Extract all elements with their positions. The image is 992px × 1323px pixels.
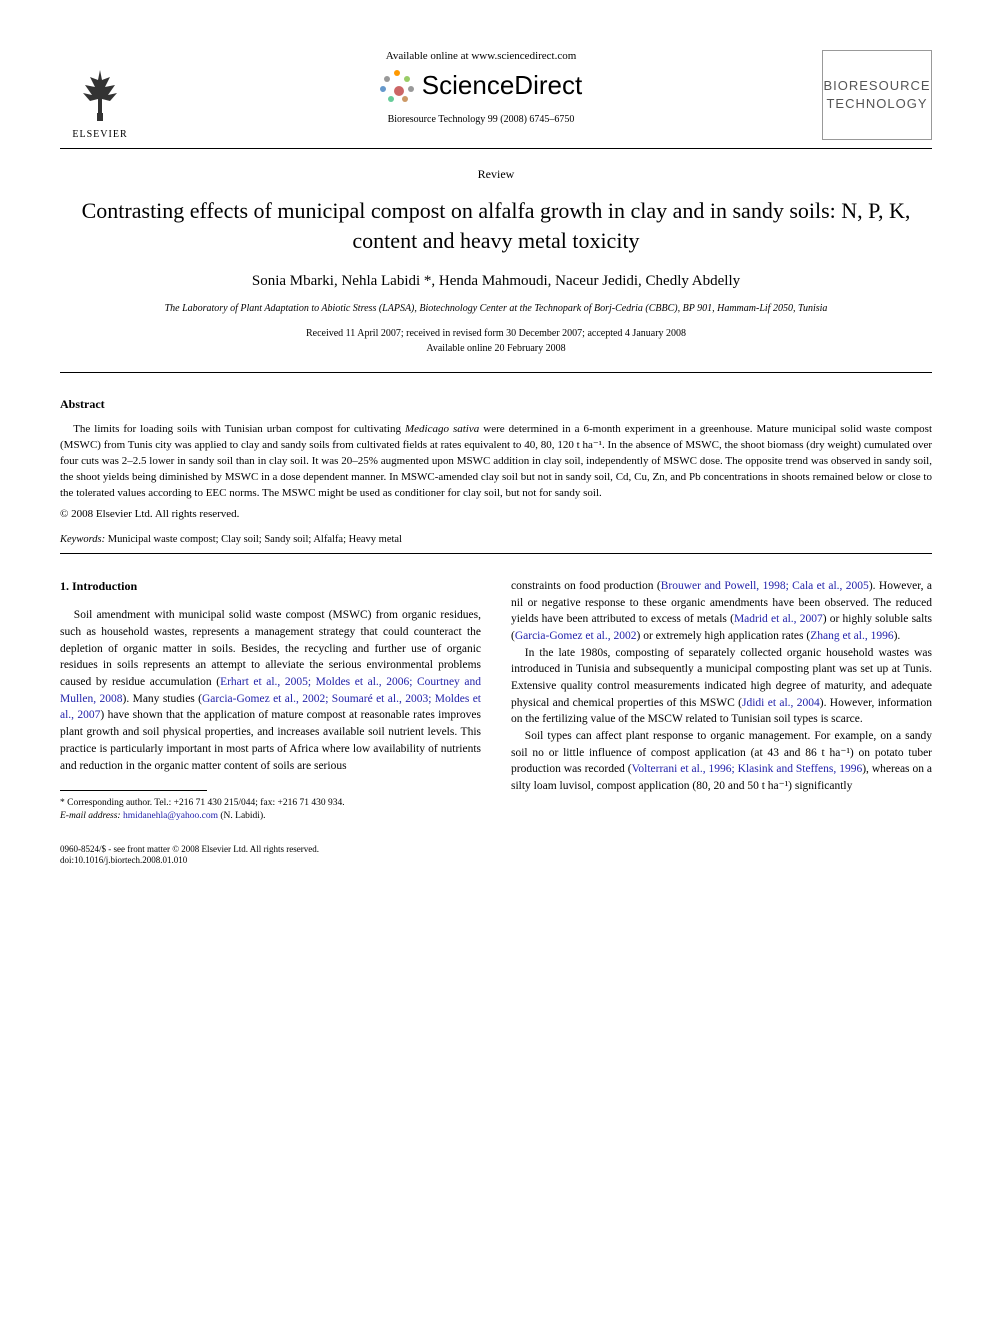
citation-link[interactable]: Zhang et al., 1996 xyxy=(810,630,893,642)
document-type: Review xyxy=(60,167,932,182)
elsevier-tree-icon xyxy=(70,65,130,125)
email-footnote: E-mail address: hmidanehla@yahoo.com (N.… xyxy=(60,810,481,823)
page-header: ELSEVIER Available online at www.science… xyxy=(60,50,932,140)
page-footer: 0960-8524/$ - see front matter © 2008 El… xyxy=(60,844,932,867)
abstract-body: The limits for loading soils with Tunisi… xyxy=(60,422,932,502)
citation-link[interactable]: Brouwer and Powell, 1998; Cala et al., 2… xyxy=(661,580,869,592)
email-link[interactable]: hmidanehla@yahoo.com xyxy=(121,811,218,821)
footnote-separator xyxy=(60,790,207,791)
sciencedirect-icon xyxy=(380,68,414,102)
journal-logo: BIORESOURCE TECHNOLOGY xyxy=(822,50,932,140)
journal-logo-line2: TECHNOLOGY xyxy=(826,95,927,113)
available-online-text: Available online at www.sciencedirect.co… xyxy=(140,50,822,62)
sciencedirect-label: ScienceDirect xyxy=(422,70,582,101)
footer-doi: doi:10.1016/j.biortech.2008.01.010 xyxy=(60,855,932,867)
keywords-label: Keywords: xyxy=(60,534,105,545)
intro-text-r1e: ). xyxy=(894,630,901,642)
corresponding-author-footnote: * Corresponding author. Tel.: +216 71 43… xyxy=(60,797,481,810)
citation-link[interactable]: Volterrani et al., 1996; Klasink and Ste… xyxy=(632,763,863,775)
intro-heading: 1. Introduction xyxy=(60,578,481,595)
email-label: E-mail address: xyxy=(60,811,121,821)
intro-text-r1a: constraints on food production ( xyxy=(511,580,661,592)
intro-para-1: Soil amendment with municipal solid wast… xyxy=(60,607,481,774)
abstract-copyright: © 2008 Elsevier Ltd. All rights reserved… xyxy=(60,508,932,520)
article-title: Contrasting effects of municipal compost… xyxy=(80,196,912,255)
intro-para-3: Soil types can affect plant response to … xyxy=(511,728,932,795)
abstract-species: Medicago sativa xyxy=(405,423,479,435)
citation-link[interactable]: Madrid et al., 2007 xyxy=(734,613,823,625)
affiliation: The Laboratory of Plant Adaptation to Ab… xyxy=(100,302,892,316)
body-columns: 1. Introduction Soil amendment with muni… xyxy=(60,578,932,824)
header-rule xyxy=(60,148,932,149)
citation-link[interactable]: Garcia-Gomez et al., 2002 xyxy=(515,630,637,642)
journal-reference: Bioresource Technology 99 (2008) 6745–67… xyxy=(140,114,822,125)
footer-line1: 0960-8524/$ - see front matter © 2008 El… xyxy=(60,844,932,856)
received-dates: Received 11 April 2007; received in revi… xyxy=(60,328,932,339)
sciencedirect-logo: ScienceDirect xyxy=(380,68,582,102)
keywords-rule xyxy=(60,553,932,554)
keywords-text: Municipal waste compost; Clay soil; Sand… xyxy=(105,534,402,545)
journal-logo-line1: BIORESOURCE xyxy=(823,77,930,95)
intro-text-1b: ). Many studies ( xyxy=(123,693,203,705)
abstract-heading: Abstract xyxy=(60,397,932,412)
left-column: 1. Introduction Soil amendment with muni… xyxy=(60,578,481,824)
elsevier-logo: ELSEVIER xyxy=(60,50,140,140)
abstract-top-rule xyxy=(60,372,932,373)
email-tail: (N. Labidi). xyxy=(218,811,266,821)
keywords-line: Keywords: Municipal waste compost; Clay … xyxy=(60,534,932,545)
header-center: Available online at www.sciencedirect.co… xyxy=(140,50,822,125)
elsevier-label: ELSEVIER xyxy=(72,129,127,140)
intro-text-1c: ) have shown that the application of mat… xyxy=(60,709,481,771)
intro-text-r1d: ) or extremely high application rates ( xyxy=(637,630,811,642)
intro-para-1-cont: constraints on food production (Brouwer … xyxy=(511,578,932,645)
abstract-text-pre: The limits for loading soils with Tunisi… xyxy=(73,423,405,435)
author-list: Sonia Mbarki, Nehla Labidi *, Henda Mahm… xyxy=(60,273,932,290)
intro-para-2: In the late 1980s, composting of separat… xyxy=(511,645,932,728)
available-date: Available online 20 February 2008 xyxy=(60,343,932,354)
right-column: constraints on food production (Brouwer … xyxy=(511,578,932,824)
citation-link[interactable]: Jdidi et al., 2004 xyxy=(742,697,820,709)
